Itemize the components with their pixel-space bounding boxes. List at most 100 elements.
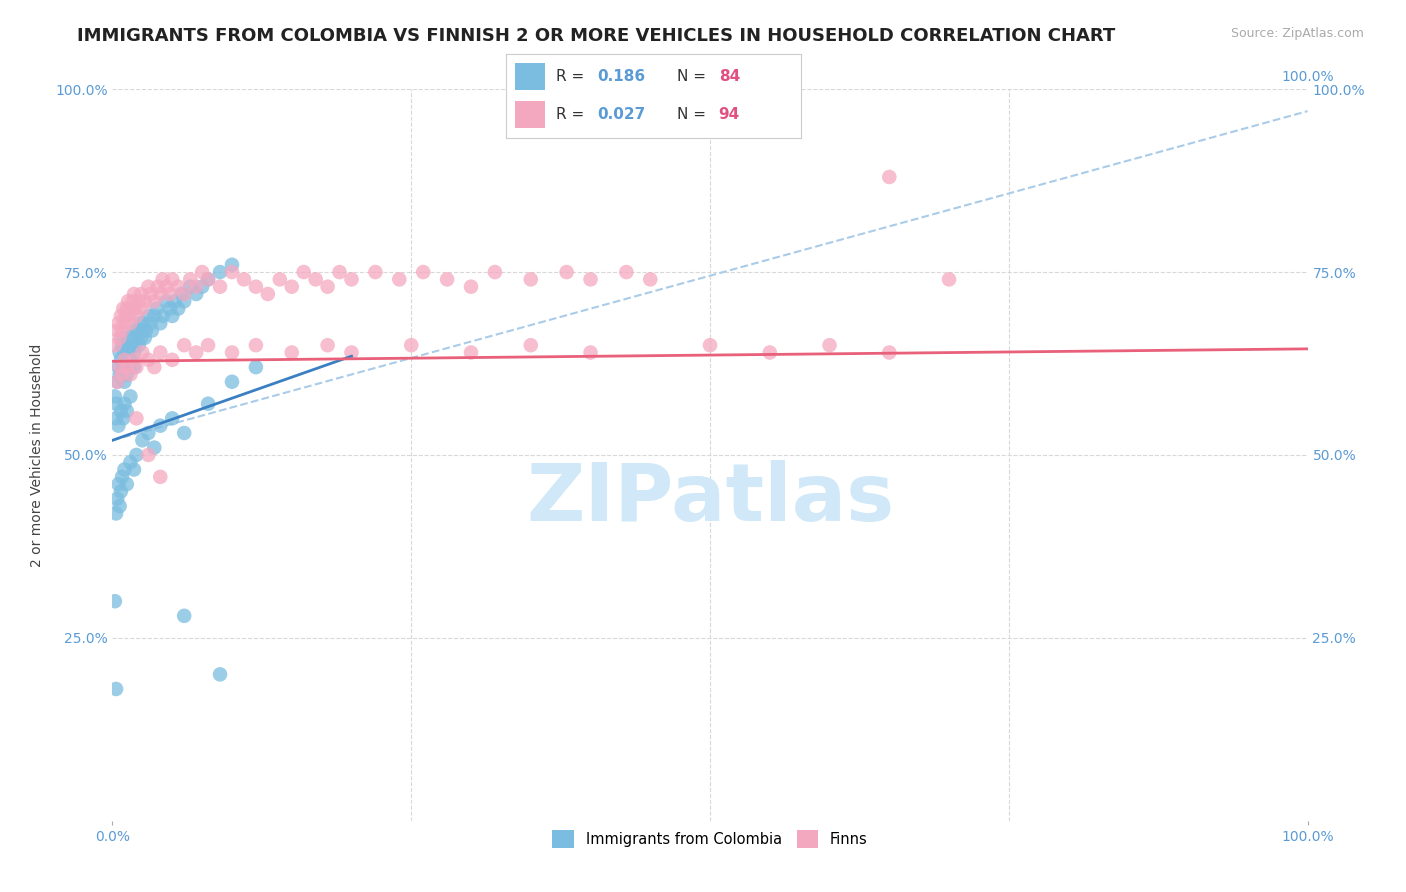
Point <box>170 287 193 301</box>
Legend: Immigrants from Colombia, Finns: Immigrants from Colombia, Finns <box>547 824 873 854</box>
Point <box>105 375 128 389</box>
Point <box>173 294 195 309</box>
Point <box>104 338 127 352</box>
Point <box>143 309 166 323</box>
Point <box>257 287 280 301</box>
Point <box>159 287 181 301</box>
Point <box>114 397 135 411</box>
Point <box>105 681 128 696</box>
Point <box>145 301 167 316</box>
Point <box>134 331 156 345</box>
Point <box>162 352 183 367</box>
Text: R =: R = <box>557 69 589 84</box>
Point <box>131 345 153 359</box>
Point <box>640 272 662 286</box>
Point <box>114 375 135 389</box>
Point <box>186 287 208 301</box>
Point <box>121 294 143 309</box>
Point <box>125 448 148 462</box>
Point <box>197 272 219 286</box>
Point <box>107 418 129 433</box>
Point <box>115 301 138 316</box>
Point <box>120 368 142 382</box>
Point <box>167 279 190 293</box>
Point <box>122 345 145 359</box>
Point <box>125 411 148 425</box>
Point <box>155 279 177 293</box>
Point <box>108 331 131 345</box>
Point <box>125 331 148 345</box>
Point <box>173 287 195 301</box>
Point <box>149 287 172 301</box>
Point <box>173 608 195 623</box>
Point <box>110 309 132 323</box>
Point <box>134 294 156 309</box>
Point <box>127 324 149 338</box>
Point <box>111 368 134 382</box>
Point <box>128 294 150 309</box>
Point <box>163 294 186 309</box>
Point <box>131 324 153 338</box>
Point <box>129 316 152 330</box>
Point <box>114 352 135 367</box>
Bar <box>515 101 544 128</box>
Point <box>131 434 153 448</box>
Point <box>129 287 152 301</box>
Point <box>114 316 135 330</box>
Point <box>139 287 162 301</box>
Point <box>105 397 128 411</box>
Point <box>110 352 132 367</box>
Point <box>115 404 138 418</box>
Point <box>132 316 155 330</box>
Point <box>616 265 638 279</box>
Point <box>108 368 131 382</box>
Text: 84: 84 <box>718 69 740 84</box>
Point <box>245 279 267 293</box>
Point <box>143 294 166 309</box>
Point <box>120 331 142 345</box>
Point <box>209 667 232 681</box>
Point <box>110 404 132 418</box>
Point <box>105 411 128 425</box>
Point <box>124 338 146 352</box>
Point <box>412 265 434 279</box>
Point <box>107 477 129 491</box>
Text: R =: R = <box>557 107 589 122</box>
Point <box>281 279 304 293</box>
Point <box>209 279 232 293</box>
Point <box>305 272 328 286</box>
Point <box>138 352 160 367</box>
Point <box>104 594 127 608</box>
Point <box>329 265 352 279</box>
Point <box>186 279 208 293</box>
Point <box>191 265 214 279</box>
Point <box>121 324 143 338</box>
Text: N =: N = <box>678 69 711 84</box>
Point <box>108 345 131 359</box>
Point <box>111 324 134 338</box>
Point <box>879 345 901 359</box>
Point <box>221 345 243 359</box>
Point <box>115 360 138 375</box>
Point <box>135 324 157 338</box>
Point <box>120 455 142 469</box>
Point <box>162 411 183 425</box>
Text: 94: 94 <box>718 107 740 122</box>
Point <box>129 331 152 345</box>
Point <box>107 360 129 375</box>
Point <box>125 360 148 375</box>
Point <box>110 484 132 499</box>
Point <box>143 360 166 375</box>
Point <box>105 491 128 506</box>
Point <box>316 279 339 293</box>
Point <box>115 338 138 352</box>
Text: ZIPatlas: ZIPatlas <box>526 459 894 538</box>
Point <box>149 418 172 433</box>
Point <box>699 338 721 352</box>
Point <box>162 309 183 323</box>
Point <box>152 272 174 286</box>
Point <box>105 375 128 389</box>
Point <box>149 316 172 330</box>
Point <box>143 441 166 455</box>
Point <box>125 309 148 323</box>
